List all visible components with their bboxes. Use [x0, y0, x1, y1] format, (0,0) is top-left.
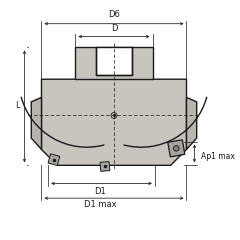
Polygon shape	[168, 140, 185, 157]
Polygon shape	[186, 97, 197, 150]
Text: L: L	[15, 101, 20, 110]
Polygon shape	[100, 162, 110, 171]
Polygon shape	[96, 48, 132, 75]
Circle shape	[174, 146, 179, 151]
Polygon shape	[31, 97, 42, 150]
Text: Ap1 max: Ap1 max	[201, 152, 235, 161]
Polygon shape	[75, 48, 152, 79]
Text: D6: D6	[108, 10, 120, 19]
Text: D1 max: D1 max	[84, 200, 117, 210]
Text: D: D	[111, 24, 117, 33]
Polygon shape	[48, 154, 60, 166]
Polygon shape	[42, 79, 186, 165]
Text: D1: D1	[95, 187, 106, 196]
